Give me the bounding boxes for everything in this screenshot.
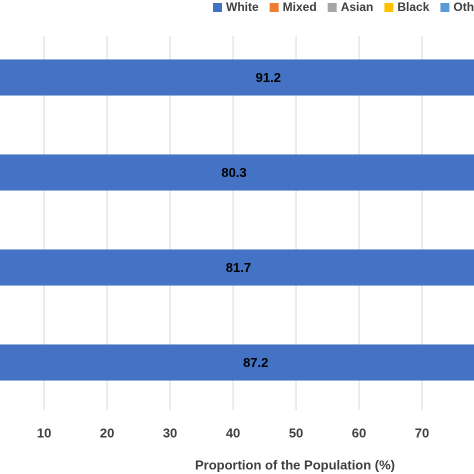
data-label: 91.2 [256, 70, 281, 85]
data-label: 87.2 [243, 355, 268, 370]
x-axis-title: Proportion of the Population (%) [195, 457, 395, 472]
x-tick-label: 70 [415, 425, 429, 440]
bar [0, 344, 474, 381]
legend-swatch [327, 3, 337, 12]
legend-swatch [440, 3, 450, 12]
bar [0, 59, 474, 96]
legend-swatch [213, 3, 222, 12]
data-label: 81.7 [226, 260, 251, 275]
data-label: 80.3 [221, 165, 246, 180]
legend-label: Other [453, 0, 474, 14]
x-tick-label: 20 [100, 425, 114, 440]
x-tick-label: 40 [226, 425, 240, 440]
legend-swatch [384, 3, 394, 12]
x-tick-label: 30 [163, 425, 177, 440]
legend-label: Mixed [283, 0, 317, 14]
legend-swatch [269, 3, 279, 12]
bar [0, 154, 474, 191]
x-tick-label: 50 [289, 425, 303, 440]
legend-label: Asian [341, 0, 374, 14]
x-tick-label: 10 [37, 425, 51, 440]
legend-label: White [226, 0, 259, 14]
bar [0, 249, 474, 286]
x-tick-label: 60 [352, 425, 366, 440]
legend-label: Black [397, 0, 429, 14]
